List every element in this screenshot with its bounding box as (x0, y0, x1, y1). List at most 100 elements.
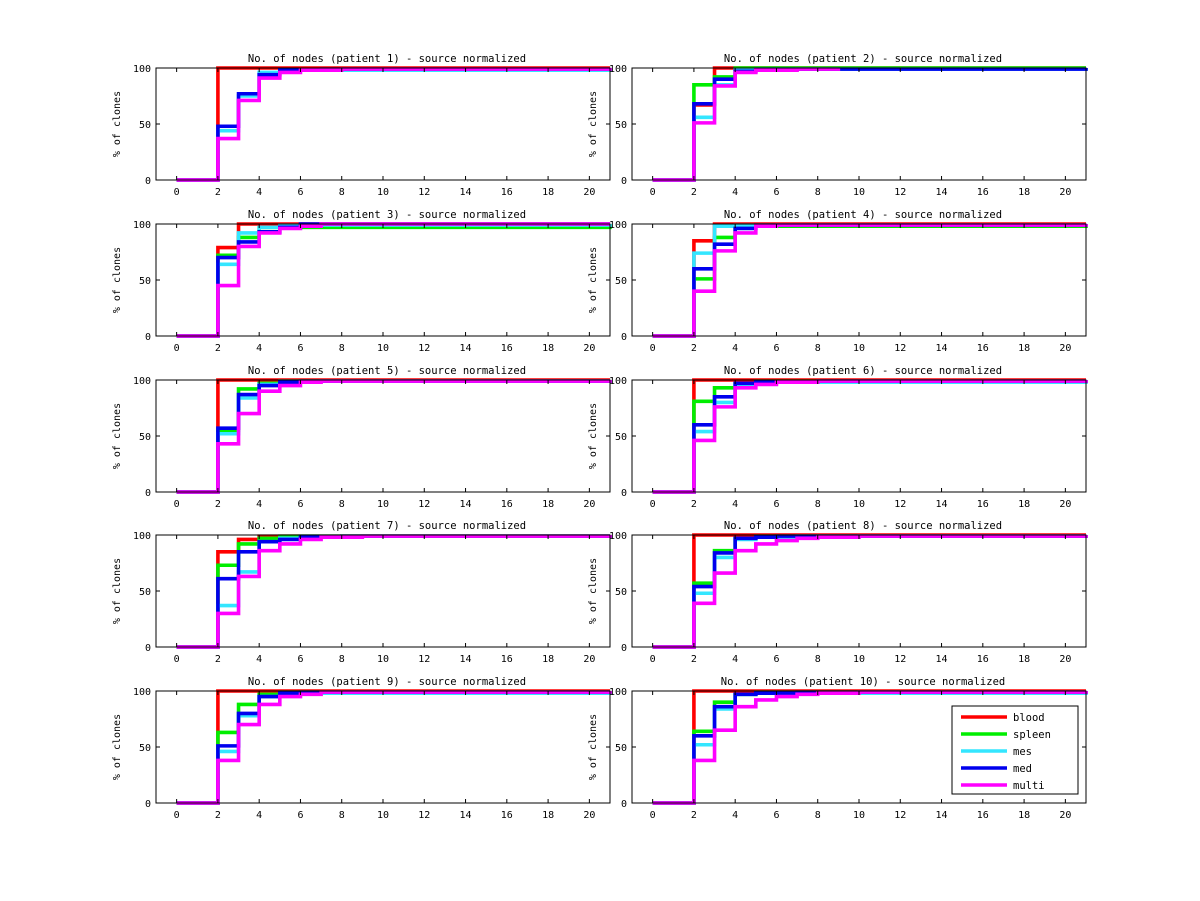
x-tick-label: 0 (174, 654, 180, 665)
x-tick-label: 12 (418, 499, 430, 510)
y-axis-label: % of clones (112, 247, 123, 313)
x-tick-label: 8 (339, 499, 345, 510)
y-axis-label: % of clones (588, 247, 599, 313)
y-tick-label: 100 (133, 220, 151, 231)
x-tick-label: 6 (297, 499, 303, 510)
x-tick-label: 6 (773, 810, 779, 821)
x-tick-label: 18 (1018, 499, 1030, 510)
legend-label-med: med (1013, 763, 1032, 775)
x-tick-label: 6 (773, 187, 779, 198)
y-tick-label: 50 (615, 743, 627, 754)
y-tick-label: 50 (139, 276, 151, 287)
x-tick-label: 8 (339, 187, 345, 198)
x-tick-label: 0 (174, 343, 180, 354)
x-tick-label: 20 (583, 499, 595, 510)
x-tick-label: 14 (460, 343, 472, 354)
y-tick-label: 0 (145, 176, 151, 187)
subplot-title: No. of nodes (patient 7) - source normal… (248, 520, 526, 532)
x-tick-label: 2 (691, 343, 697, 354)
x-tick-label: 16 (501, 810, 513, 821)
x-tick-label: 8 (815, 187, 821, 198)
x-tick-label: 10 (377, 187, 389, 198)
x-tick-label: 12 (894, 187, 906, 198)
x-tick-label: 0 (650, 187, 656, 198)
x-tick-label: 20 (583, 654, 595, 665)
subplot-title: No. of nodes (patient 2) - source normal… (724, 53, 1002, 65)
y-tick-label: 50 (139, 432, 151, 443)
series-line-multi (652, 67, 841, 182)
y-tick-label: 50 (615, 587, 627, 598)
y-axis-label: % of clones (112, 91, 123, 157)
x-tick-label: 12 (894, 654, 906, 665)
y-tick-label: 100 (609, 531, 627, 542)
y-tick-label: 50 (615, 432, 627, 443)
x-tick-label: 14 (460, 654, 472, 665)
x-tick-label: 4 (256, 499, 262, 510)
y-tick-label: 50 (139, 743, 151, 754)
x-tick-label: 18 (542, 343, 554, 354)
subplot-patient-7: 0 2 4 6 8 10 12 14 16 18 20 0 50 100 No. of nodes (pat… (112, 520, 612, 665)
y-tick-label: 50 (615, 276, 627, 287)
x-tick-label: 8 (815, 810, 821, 821)
x-tick-label: 4 (256, 654, 262, 665)
plot-area (632, 535, 1086, 647)
x-tick-label: 14 (936, 499, 948, 510)
x-tick-label: 8 (339, 343, 345, 354)
y-tick-label: 0 (145, 643, 151, 654)
x-tick-label: 2 (215, 499, 221, 510)
x-tick-label: 2 (215, 654, 221, 665)
x-tick-label: 2 (215, 187, 221, 198)
x-tick-label: 6 (297, 187, 303, 198)
y-axis-label: % of clones (112, 558, 123, 624)
x-tick-label: 10 (853, 343, 865, 354)
y-tick-label: 50 (139, 587, 151, 598)
x-tick-label: 10 (377, 343, 389, 354)
x-tick-label: 10 (377, 810, 389, 821)
y-axis-label: % of clones (112, 403, 123, 469)
x-tick-label: 20 (583, 187, 595, 198)
x-tick-label: 14 (460, 499, 472, 510)
y-tick-label: 100 (133, 64, 151, 75)
x-tick-label: 18 (542, 810, 554, 821)
x-tick-label: 4 (256, 343, 262, 354)
x-tick-label: 4 (732, 187, 738, 198)
y-axis-label: % of clones (588, 714, 599, 780)
x-tick-label: 16 (977, 654, 989, 665)
subplot-title: No. of nodes (patient 6) - source normal… (724, 365, 1002, 377)
x-tick-label: 20 (1059, 187, 1071, 198)
x-tick-label: 10 (853, 499, 865, 510)
y-tick-label: 0 (621, 643, 627, 654)
subplot-patient-9: 0 2 4 6 8 10 12 14 16 18 20 0 50 100 No. of nodes (pat… (112, 676, 612, 821)
y-tick-label: 50 (615, 120, 627, 131)
y-tick-label: 100 (609, 64, 627, 75)
y-tick-label: 100 (609, 376, 627, 387)
x-tick-label: 14 (460, 187, 472, 198)
subplot-title: No. of nodes (patient 1) - source normal… (248, 53, 526, 65)
x-tick-label: 12 (418, 187, 430, 198)
subplot-patient-8: 0 2 4 6 8 10 12 14 16 18 20 0 50 100 No. of nodes (pat… (588, 520, 1088, 665)
x-tick-label: 0 (650, 654, 656, 665)
x-tick-label: 16 (977, 499, 989, 510)
x-tick-label: 16 (977, 187, 989, 198)
y-tick-label: 0 (621, 332, 627, 343)
y-tick-label: 100 (133, 531, 151, 542)
x-tick-label: 16 (501, 499, 513, 510)
x-tick-label: 20 (1059, 654, 1071, 665)
x-tick-label: 16 (501, 187, 513, 198)
plot-area (156, 68, 610, 180)
legend: blood spleen mes med multi (951, 705, 1079, 795)
x-tick-label: 10 (377, 654, 389, 665)
x-tick-label: 20 (583, 343, 595, 354)
series-line-med (652, 534, 1088, 649)
y-tick-label: 50 (139, 120, 151, 131)
plot-area (156, 224, 610, 336)
x-tick-label: 14 (936, 187, 948, 198)
legend-label-blood: blood (1013, 712, 1045, 724)
x-tick-label: 0 (650, 810, 656, 821)
x-tick-label: 6 (297, 810, 303, 821)
y-axis-label: % of clones (112, 714, 123, 780)
x-tick-label: 14 (936, 654, 948, 665)
subplot-title: No. of nodes (patient 10) - source norma… (721, 676, 1005, 688)
plot-area (156, 380, 610, 492)
